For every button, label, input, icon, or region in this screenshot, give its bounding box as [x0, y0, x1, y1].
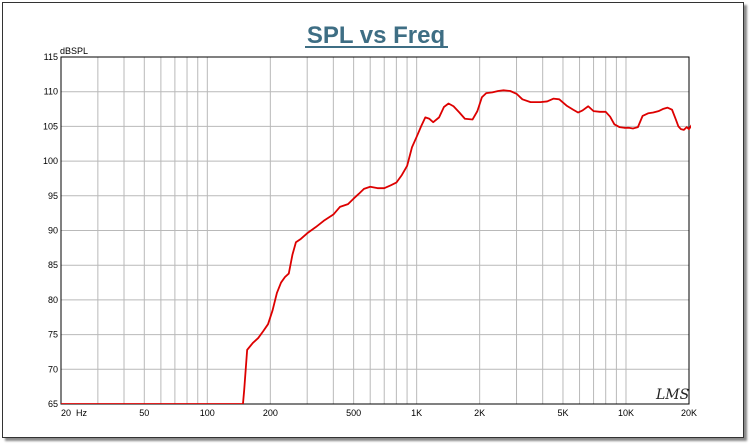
y-tick-label: 75 [48, 330, 58, 340]
y-tick-label: 110 [44, 87, 58, 97]
x-tick-label: 10K [618, 408, 634, 418]
y-tick-label: 105 [43, 121, 58, 131]
x-tick-labels: 20 Hz 50 100 200 500 1K 2K 5K 10K 20K [61, 408, 697, 418]
x-tick-label: 2K [474, 408, 485, 418]
y-tick-label: 85 [48, 260, 58, 270]
x-tick-label: 500 [346, 408, 361, 418]
x-tick-label: 200 [263, 408, 278, 418]
y-tick-labels: 65 70 75 80 85 90 95 100 105 110 115 [43, 52, 58, 409]
y-tick-label: 80 [48, 295, 58, 305]
y-tick-label: 65 [48, 399, 58, 409]
plot-area-border [60, 56, 690, 405]
y-tick-label: 95 [48, 191, 58, 201]
y-tick-label: 90 [48, 226, 58, 236]
spl-response-line [61, 89, 691, 404]
x-tick-label: 100 [200, 408, 215, 418]
x-tick-label: 20K [681, 408, 697, 418]
y-axis-label: dBSPL [60, 46, 88, 56]
spl-frequency-chart: SPL vs Freq dBSPL 65 70 75 80 85 90 95 100 105 11… [43, 22, 697, 418]
x-tick-label: 1K [411, 408, 422, 418]
y-tick-label: 115 [44, 52, 58, 62]
chart-frame: SPL vs Freq dBSPL 65 70 75 80 85 90 95 100 105 11… [2, 2, 744, 438]
x-tick-label: 5K [557, 408, 568, 418]
lms-watermark: LMS [655, 387, 689, 403]
grid-lines [61, 57, 689, 404]
chart-title: SPL vs Freq [307, 22, 445, 49]
y-tick-label: 70 [48, 364, 58, 374]
series-layer [61, 89, 691, 404]
x-tick-label: 20 Hz [61, 408, 88, 418]
y-tick-label: 100 [43, 156, 58, 166]
x-tick-label: 50 [139, 408, 149, 418]
